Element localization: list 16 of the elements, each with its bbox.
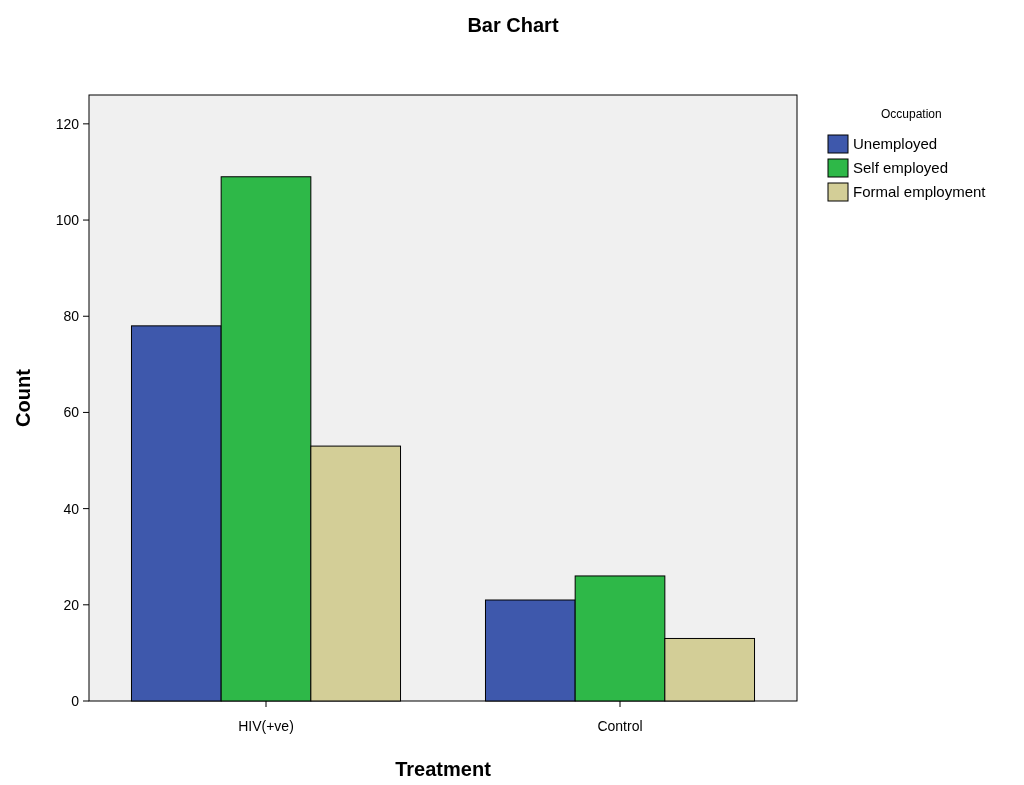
x-axis-title: Treatment (395, 758, 492, 780)
x-tick-label: HIV(+ve) (238, 718, 294, 734)
x-tick-label: Control (597, 718, 643, 734)
legend-label: Unemployed (853, 135, 938, 153)
chart-title: Bar Chart (467, 14, 559, 36)
legend-title: Occupation (881, 107, 942, 121)
y-tick-label: 20 (63, 596, 80, 613)
y-tick-label: 40 (63, 500, 80, 517)
y-tick-label: 120 (55, 115, 80, 132)
y-tick-label: 60 (63, 404, 80, 421)
y-tick-label: 80 (63, 308, 80, 325)
y-tick-label: 100 (55, 211, 80, 228)
legend-label: Self employed (853, 159, 949, 177)
y-axis-title: Count (12, 368, 34, 427)
y-tick-label: 0 (71, 692, 80, 709)
legend-label: Formal employment (853, 183, 987, 201)
